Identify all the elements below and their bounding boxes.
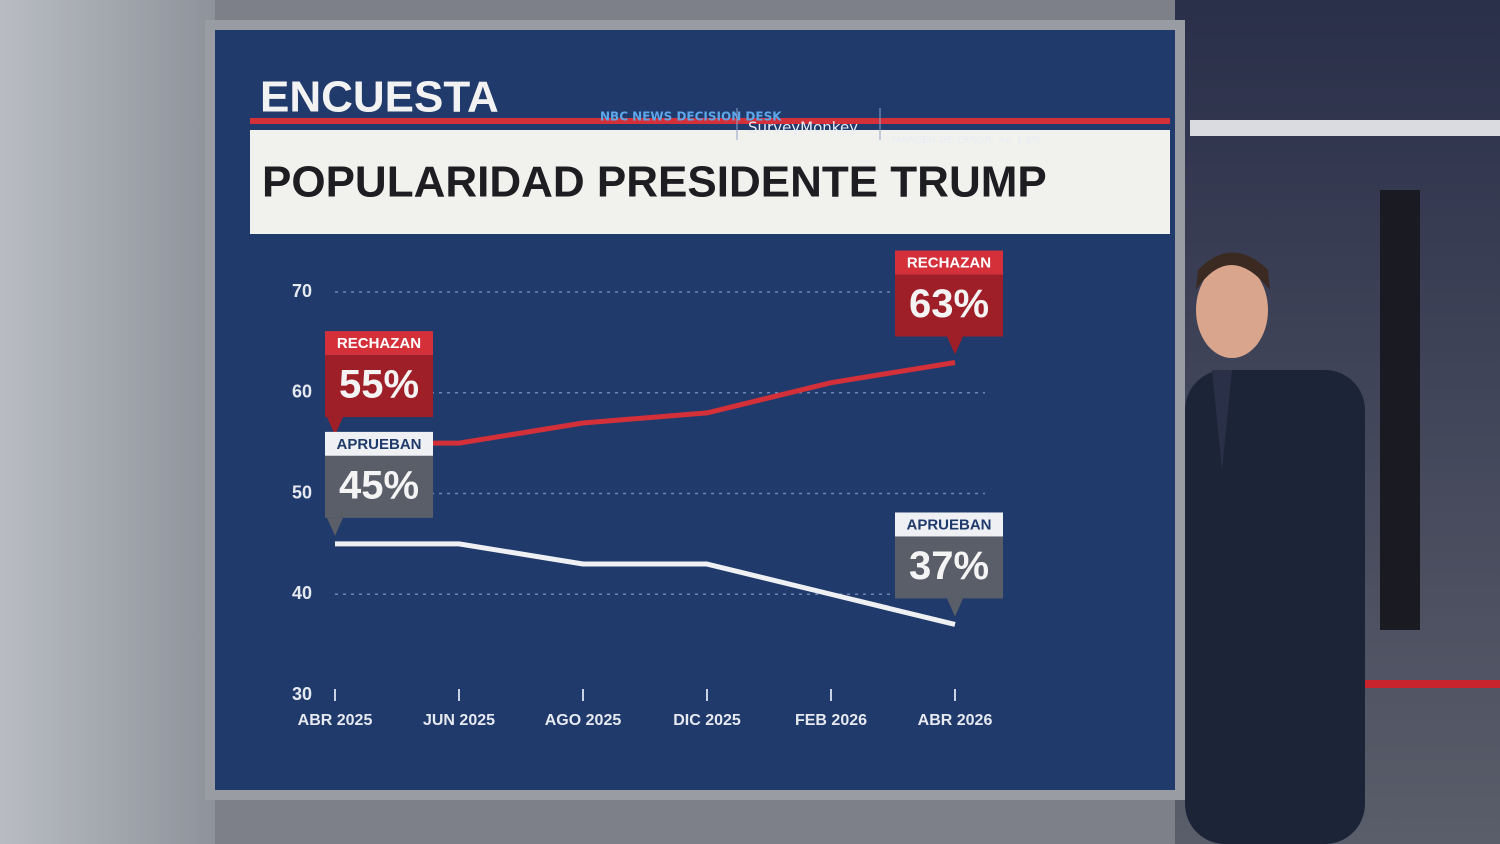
margin-note: MARGEN DE ERROR: +/- 1.8% (892, 135, 1042, 146)
data-label: 55% (339, 363, 419, 407)
callout-tag: APRUEBAN (906, 516, 991, 533)
y-tick-label: 70 (292, 281, 312, 301)
studio-pillar (1380, 190, 1420, 630)
callout-box (895, 274, 1003, 337)
kicker: ENCUESTA (260, 73, 499, 122)
callout-tag-box (895, 250, 1003, 275)
x-tick-label: ABR 2026 (918, 712, 993, 729)
y-tick-label: 60 (292, 382, 312, 402)
callout-pointer (327, 517, 343, 536)
x-tick-label: FEB 2026 (795, 712, 867, 729)
data-label: 63% (909, 282, 989, 326)
x-tick-label: DIC 2025 (673, 712, 741, 729)
callout-tag: APRUEBAN (336, 436, 421, 453)
presenter-tie (1212, 370, 1232, 470)
chart-title: POPULARIDAD PRESIDENTE TRUMP (262, 158, 1047, 207)
callout-box (895, 536, 1003, 599)
data-label: 37% (909, 544, 989, 588)
presenter (1185, 252, 1365, 844)
data-label: 45% (339, 463, 419, 507)
series-line (335, 360, 956, 446)
callout-tag: RECHAZAN (337, 335, 421, 352)
callout-pointer (947, 336, 963, 355)
callout-tag: RECHAZAN (907, 254, 991, 271)
presenter-hair (1196, 252, 1270, 290)
x-tick-label: JUN 2025 (423, 712, 495, 729)
x-tick-label: ABR 2025 (298, 712, 373, 729)
title-rule (250, 118, 1170, 124)
x-tick-label: AGO 2025 (545, 712, 622, 729)
studio-beam (1190, 120, 1500, 136)
series-line (335, 541, 956, 627)
title-band (250, 124, 1170, 234)
callout-tag-box (895, 512, 1003, 537)
presenter-head (1196, 262, 1268, 358)
callout-pointer (327, 417, 343, 436)
y-tick-label: 40 (292, 583, 312, 603)
callout-tag-box (325, 431, 433, 456)
y-tick-label: 30 (292, 684, 312, 704)
presenter-suit (1185, 370, 1365, 844)
title-band-top (250, 124, 1170, 130)
studio-wall-left (0, 0, 215, 844)
callout-box (325, 455, 433, 518)
y-tick-label: 50 (292, 482, 312, 502)
source-logo: SurveyMonkey (748, 119, 858, 137)
callout-tag-box (325, 331, 433, 356)
callout-pointer (947, 598, 963, 617)
callout-box (325, 355, 433, 418)
